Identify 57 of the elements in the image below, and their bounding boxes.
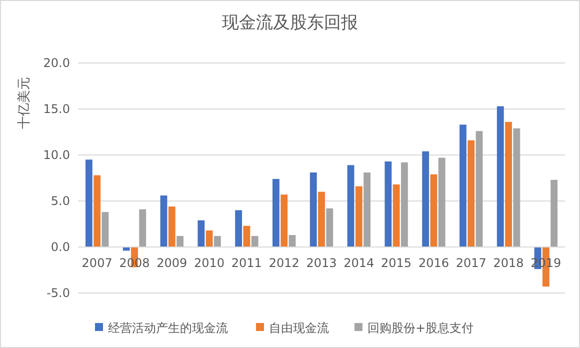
x-tick-label: 2014	[344, 256, 374, 270]
legend-label: 自由现金流	[269, 321, 329, 336]
bar	[310, 172, 317, 247]
bar	[214, 236, 221, 247]
bar	[364, 172, 370, 247]
bar	[505, 122, 512, 247]
y-tick-label: -5.0	[46, 286, 70, 300]
bar	[235, 210, 242, 247]
bar	[280, 194, 288, 247]
y-tick-label: 20.0	[43, 56, 70, 70]
bar	[430, 174, 438, 247]
bar	[160, 195, 168, 247]
x-tick-label: 2007	[82, 256, 112, 270]
bar	[384, 161, 392, 247]
y-tick-label: 5.0	[50, 194, 70, 208]
bar	[392, 184, 400, 247]
legend-label: 回购股份+股息支付	[368, 321, 474, 336]
bar	[550, 180, 558, 247]
bar	[476, 131, 483, 247]
chart-title: 现金流及股东回报	[222, 13, 358, 33]
x-tick-label: 2013	[306, 256, 337, 270]
x-tick-label: 2010	[194, 256, 225, 270]
bar	[400, 162, 408, 247]
bar	[251, 236, 258, 247]
bar	[206, 230, 213, 247]
y-axis-title: 十亿美元	[16, 77, 32, 129]
bar	[94, 175, 101, 247]
bar	[355, 186, 362, 247]
bar	[85, 160, 92, 247]
bar	[347, 165, 354, 247]
y-tick-label: 15.0	[43, 102, 70, 116]
bar	[288, 235, 296, 247]
bar	[422, 151, 430, 247]
bar	[198, 220, 205, 247]
x-tick-label: 2018	[493, 256, 524, 270]
bar	[460, 124, 466, 247]
bar	[176, 236, 184, 247]
x-tick-label: 2015	[381, 256, 412, 270]
x-tick-label: 2016	[418, 256, 449, 270]
bar	[243, 226, 250, 247]
bar	[326, 208, 334, 247]
bar	[318, 192, 325, 247]
y-tick-label: 10.0	[43, 148, 70, 162]
bar	[513, 128, 520, 247]
bar	[168, 206, 176, 247]
y-tick-label: 0.0	[50, 240, 70, 254]
x-tick-label: 2011	[231, 256, 262, 270]
x-tick-label: 2009	[156, 256, 188, 270]
bar	[438, 158, 446, 247]
bar	[272, 178, 280, 247]
bar	[102, 212, 109, 247]
bar	[468, 140, 475, 247]
legend-label: 经营活动产生的现金流	[108, 321, 228, 336]
bar	[496, 106, 504, 247]
bar	[139, 209, 146, 247]
x-tick-label: 2017	[456, 256, 486, 270]
x-tick-label: 2012	[268, 256, 300, 270]
